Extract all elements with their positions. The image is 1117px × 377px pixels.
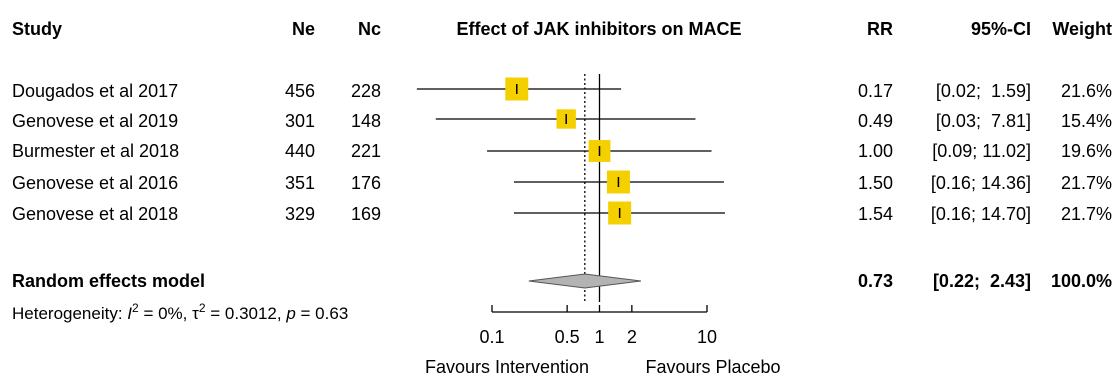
study-nc: 148: [351, 111, 381, 131]
study-nc: 176: [351, 173, 381, 193]
header-nc: Nc: [358, 19, 381, 39]
study-ci: [0.09; 11.02]: [932, 141, 1031, 161]
summary-ci: [0.22; 2.43]: [933, 271, 1031, 291]
study-name: Genovese et al 2016: [12, 173, 178, 193]
header-study: Study: [12, 19, 62, 39]
study-row: Genovese et al 2018 329 169 1.54 [0.16; …: [12, 204, 1112, 224]
summary-diamond: [528, 273, 642, 289]
header-ne: Ne: [292, 19, 315, 39]
summary-rr: 0.73: [858, 271, 893, 291]
study-name: Genovese et al 2018: [12, 204, 178, 224]
study-ci: [0.02; 1.59]: [936, 81, 1031, 101]
study-ci: [0.03; 7.81]: [936, 111, 1031, 131]
axis-tick-labels: 0.1 0.5 1 2 10: [479, 327, 717, 347]
study-rr: 1.50: [858, 173, 893, 193]
header-weight: Weight: [1052, 19, 1112, 39]
summary-label: Random effects model: [12, 271, 205, 291]
plot-marks: [416, 74, 725, 313]
study-row: Genovese et al 2019 301 148 0.49 [0.03; …: [12, 111, 1112, 131]
study-ne: 456: [285, 81, 315, 101]
study-name: Dougados et al 2017: [12, 81, 178, 101]
study-weight: 19.6%: [1061, 141, 1112, 161]
study-weight: 21.7%: [1061, 173, 1112, 193]
favours-intervention-label: Favours Intervention: [425, 357, 589, 377]
tick-label: 1: [594, 327, 604, 347]
study-name: Burmester et al 2018: [12, 141, 179, 161]
study-rr: 0.17: [858, 81, 893, 101]
study-ne: 440: [285, 141, 315, 161]
summary-weight: 100.0%: [1051, 271, 1112, 291]
study-weight: 15.4%: [1061, 111, 1112, 131]
favours-placebo-label: Favours Placebo: [645, 357, 780, 377]
study-nc: 169: [351, 204, 381, 224]
study-weight: 21.7%: [1061, 204, 1112, 224]
header-rr: RR: [867, 19, 893, 39]
study-nc: 221: [351, 141, 381, 161]
study-rr: 1.54: [858, 204, 893, 224]
study-ci: [0.16; 14.36]: [931, 173, 1031, 193]
tick-label: 2: [627, 327, 637, 347]
study-row: Genovese et al 2016 351 176 1.50 [0.16; …: [12, 173, 1112, 193]
study-row: Burmester et al 2018 440 221 1.00 [0.09;…: [12, 141, 1112, 161]
study-row: Dougados et al 2017 456 228 0.17 [0.02; …: [12, 81, 1112, 101]
plot-title: Effect of JAK inhibitors on MACE: [457, 19, 742, 39]
study-weight: 21.6%: [1061, 81, 1112, 101]
study-ne: 329: [285, 204, 315, 224]
tick-label: 10: [697, 327, 717, 347]
tick-label: 0.5: [555, 327, 580, 347]
study-rr: 0.49: [858, 111, 893, 131]
heterogeneity-text: Heterogeneity: I2 = 0%, τ2 = 0.3012, p =…: [12, 301, 348, 323]
study-rr: 1.00: [858, 141, 893, 161]
study-name: Genovese et al 2019: [12, 111, 178, 131]
study-ne: 351: [285, 173, 315, 193]
study-ne: 301: [285, 111, 315, 131]
study-nc: 228: [351, 81, 381, 101]
header-ci: 95%-CI: [971, 19, 1031, 39]
tick-label: 0.1: [479, 327, 504, 347]
study-ci: [0.16; 14.70]: [931, 204, 1031, 224]
study-rows: Dougados et al 2017 456 228 0.17 [0.02; …: [12, 81, 1112, 224]
